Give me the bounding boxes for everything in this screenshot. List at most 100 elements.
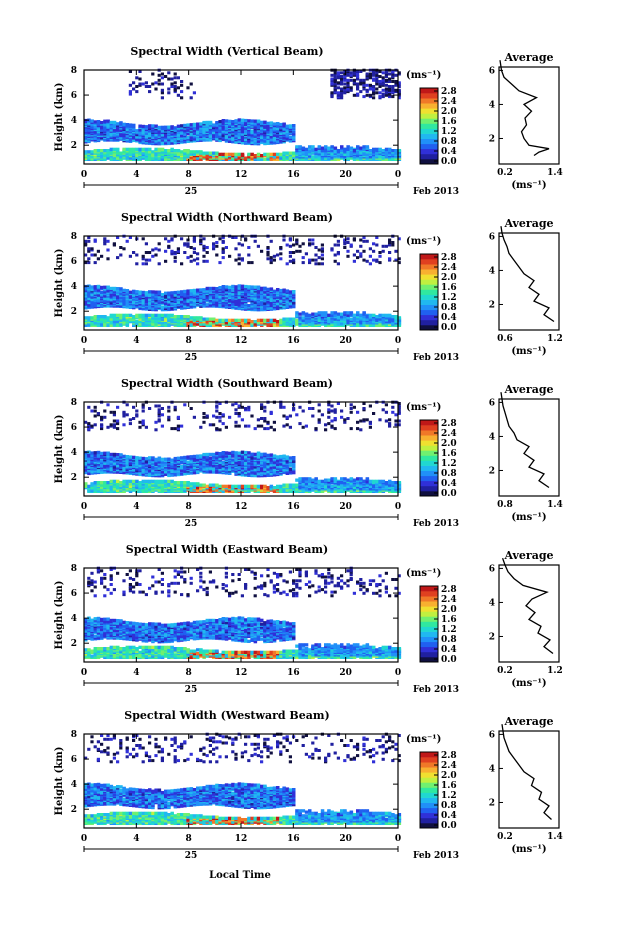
heatmap-cell [231,152,235,156]
heatmap-cell [256,321,261,325]
heatmap-cell [250,152,254,156]
heatmap-cell [368,155,373,159]
heatmap-cell [279,122,283,127]
heatmap-cell [212,242,216,246]
heatmap-cell [93,423,97,427]
heatmap-cell [144,130,149,134]
heatmap-cell [106,425,110,429]
heatmap-cell [96,288,101,292]
heatmap-cell [234,247,238,251]
heatmap-cell [295,155,299,159]
heatmap-cell [372,242,376,246]
heatmap-cell [381,81,385,85]
heatmap-cell [311,145,315,149]
heatmap-cell [164,125,168,129]
heatmap-cell [170,77,174,81]
heatmap-cell [109,321,114,325]
heatmap-cell [202,295,206,299]
heatmap-cell [362,78,366,82]
heatmap-cell [228,137,232,141]
heatmap-cell [308,238,312,242]
heatmap-cell [266,141,270,145]
heatmap-cell [375,71,379,75]
heatmap-cell [234,134,238,138]
heatmap-cell [208,130,213,135]
colorbar-swatch [420,309,438,316]
heatmap-cell [381,317,386,321]
heatmap-cell [170,320,174,324]
heatmap-cell [381,78,385,82]
heatmap-cell [176,456,181,460]
heatmap-cell [100,315,104,319]
heatmap-cell [285,243,289,247]
heatmap-cell [276,124,280,128]
heatmap-cell [106,285,110,289]
heatmap-cell [199,288,203,292]
heatmap-cell [320,247,324,251]
heatmap-cell [151,72,155,76]
heatmap-cell [176,124,181,128]
heatmap-cell [244,121,248,125]
heatmap-cell [157,408,161,412]
heatmap-cell [173,427,177,431]
heatmap-cell [240,118,245,122]
heatmap-cell [93,285,98,289]
heatmap-cell [295,149,299,153]
heatmap-cell [112,320,117,324]
colorbar-tick-label: 0.4 [441,313,457,323]
heatmap-cell [141,237,145,241]
colorbar-swatch [420,133,438,139]
colorbar-swatch [420,148,438,155]
heatmap-cell [365,315,370,319]
heatmap-cell [93,291,98,295]
heatmap-cell [362,258,366,262]
heatmap-cell [154,151,158,155]
heatmap-cell [116,405,120,409]
heatmap-cell [128,290,133,294]
heatmap-cell [359,313,363,317]
heatmap-cell [160,321,165,325]
heatmap-cell [333,259,337,263]
heatmap-cell [93,409,97,413]
heatmap-cell [141,124,146,129]
heatmap-cell [260,154,264,158]
heatmap-cell [298,145,302,149]
heatmap-cell [173,81,177,85]
heatmap-cell [183,242,187,246]
heatmap-cell [173,256,177,260]
heatmap-cell [125,482,130,486]
heatmap-cell [247,119,251,123]
heatmap-cell [301,256,305,260]
heatmap-cell [106,459,110,463]
heatmap-cell [160,300,165,304]
heatmap-cell [106,248,110,252]
heatmap-cell [93,405,97,409]
heatmap-cell [173,76,177,80]
heatmap-cell [397,96,401,100]
heatmap-cell [240,243,244,247]
heatmap-cell [112,322,117,326]
heatmap-cell [112,120,117,125]
heatmap-cell [247,253,251,257]
heatmap-cell [96,469,101,473]
heatmap-cell [148,479,152,483]
heatmap-cell [144,457,149,461]
heatmap-cell [109,286,114,291]
heatmap-cell [272,152,277,156]
heatmap-cell [199,150,203,154]
heatmap-cell [388,243,392,247]
heatmap-cell [349,88,353,92]
heatmap-cell [93,451,98,455]
heatmap-cell [135,313,139,317]
heatmap-cell [106,296,110,301]
heatmap-cell [314,258,318,262]
heatmap-cell [170,458,174,462]
heatmap-cell [192,258,196,262]
heatmap-cell [346,313,350,317]
heatmap-cell [93,453,98,457]
heatmap-cell [208,289,213,293]
heatmap-cell [218,261,222,265]
heatmap-cell [122,288,126,292]
heatmap-cell [336,239,340,243]
heatmap-cell [157,290,162,294]
